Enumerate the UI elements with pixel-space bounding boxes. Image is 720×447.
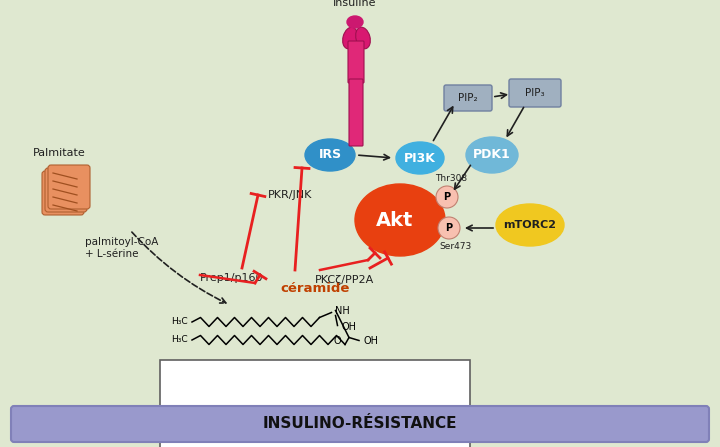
FancyBboxPatch shape [349,79,363,146]
Ellipse shape [496,204,564,246]
FancyBboxPatch shape [348,41,364,83]
Text: IRS: IRS [318,148,341,161]
Text: PIP₂: PIP₂ [458,93,478,103]
Text: PKCζ/PP2A: PKCζ/PP2A [315,275,374,285]
Text: palmitoyl-CoA
+ L-sérine: palmitoyl-CoA + L-sérine [85,237,158,259]
Text: P: P [444,192,451,202]
FancyBboxPatch shape [11,406,709,442]
Text: Insuline: Insuline [333,0,377,8]
Text: PI3K: PI3K [404,152,436,164]
Text: PDK1: PDK1 [473,148,511,161]
Text: OH: OH [341,321,356,332]
Text: H₃C: H₃C [171,336,188,345]
FancyBboxPatch shape [45,168,87,212]
Ellipse shape [356,27,370,49]
Circle shape [436,186,458,208]
Text: Palmitate: Palmitate [33,148,86,158]
Text: Ser473: Ser473 [439,242,472,251]
FancyBboxPatch shape [160,360,470,447]
Ellipse shape [343,27,357,49]
FancyBboxPatch shape [48,165,90,209]
Ellipse shape [305,139,355,171]
Text: O: O [333,336,341,346]
Ellipse shape [347,16,363,28]
Ellipse shape [396,142,444,174]
Text: P: P [446,223,453,233]
Ellipse shape [466,137,518,173]
Circle shape [438,217,460,239]
Text: NH: NH [336,305,350,316]
Text: H₃C: H₃C [171,317,188,326]
Text: PKR/JNK: PKR/JNK [268,190,312,200]
Text: mTORC2: mTORC2 [503,220,557,230]
FancyBboxPatch shape [509,79,561,107]
Ellipse shape [355,184,445,256]
Text: OH: OH [364,336,379,346]
Text: céramide: céramide [280,282,350,295]
Text: INSULINO-RÉSISTANCE: INSULINO-RÉSISTANCE [263,417,457,431]
Text: Akt: Akt [377,211,414,229]
Text: PIP₃: PIP₃ [525,88,545,98]
Text: Prep1/p160: Prep1/p160 [200,273,264,283]
FancyBboxPatch shape [444,85,492,111]
Text: Thr308: Thr308 [435,174,467,183]
FancyBboxPatch shape [42,171,84,215]
